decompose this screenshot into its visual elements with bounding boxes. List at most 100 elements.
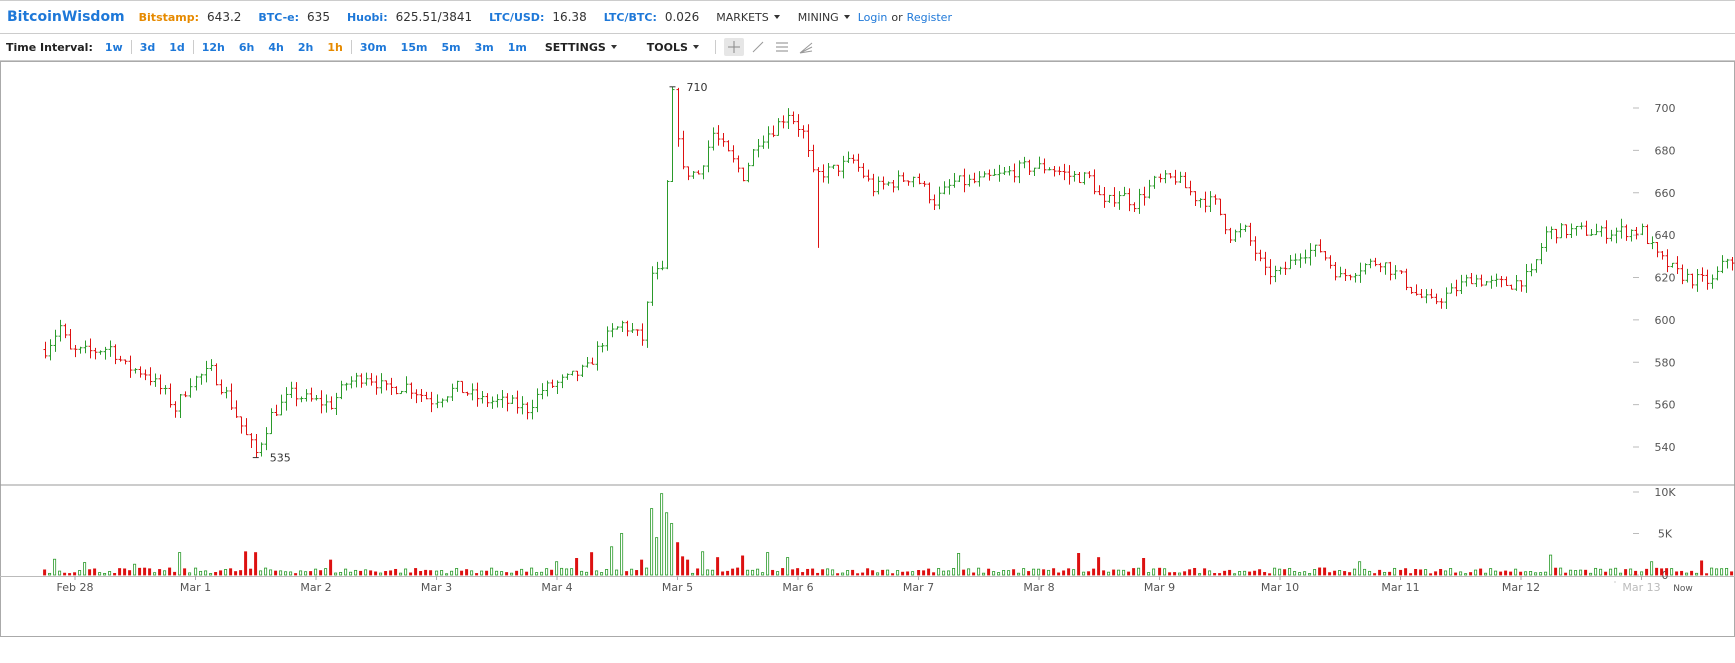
volume-bar xyxy=(163,570,167,576)
candle xyxy=(1163,170,1168,184)
candle xyxy=(650,266,655,306)
volume-bar xyxy=(771,569,775,576)
candle xyxy=(43,341,48,359)
volume-bar xyxy=(982,572,986,576)
candle xyxy=(440,398,445,408)
volume-bar xyxy=(781,568,785,576)
candle xyxy=(1554,228,1559,244)
volume-tick-label: 10K xyxy=(1654,486,1676,499)
volume-bar xyxy=(274,570,278,576)
volume-bar xyxy=(1700,560,1704,576)
interval-2h[interactable]: 2h xyxy=(297,40,314,54)
candle xyxy=(1158,173,1163,183)
candle xyxy=(113,344,118,365)
candle xyxy=(791,111,796,125)
price-chart[interactable]: 540 560 580 600 620 640 660 680 700 0 5K 10K Feb 28 M… xyxy=(0,61,1735,663)
volume-bar xyxy=(199,570,203,576)
candle xyxy=(901,172,906,182)
candle xyxy=(1283,261,1288,276)
candle xyxy=(1288,255,1293,270)
volume-bar xyxy=(364,569,368,576)
markets-menu[interactable]: MARKETS xyxy=(716,11,780,24)
volume-bar xyxy=(811,568,815,576)
volume-bar xyxy=(1328,572,1332,576)
candle xyxy=(429,391,434,413)
volume-bar xyxy=(640,559,644,576)
candle xyxy=(1183,172,1188,189)
volume-bar xyxy=(901,571,905,576)
ticker-item[interactable]: LTC/BTC: 0.026 xyxy=(604,10,700,24)
volume-bar xyxy=(1675,571,1679,576)
volume-bar xyxy=(741,555,745,576)
ticker-item[interactable]: Bitstamp: 643.2 xyxy=(139,10,242,24)
candle xyxy=(992,168,997,176)
candle xyxy=(103,346,108,360)
settings-menu-label: SETTINGS xyxy=(544,40,606,54)
volume-bar xyxy=(1233,573,1237,576)
interval-4h[interactable]: 4h xyxy=(268,40,284,54)
volume-bar xyxy=(756,568,760,576)
candle xyxy=(1037,156,1042,169)
candle xyxy=(123,359,128,365)
volume-bar xyxy=(1484,572,1488,576)
ticker-item[interactable]: Huobi: 625.51/3841 xyxy=(347,10,472,24)
volume-bar xyxy=(1685,572,1689,576)
candle xyxy=(605,326,610,351)
interval-1h[interactable]: 1h xyxy=(327,40,343,54)
interval-3m[interactable]: 3m xyxy=(474,40,494,54)
tools-menu[interactable]: TOOLS xyxy=(647,41,699,54)
ticker-item[interactable]: BTC-e: 635 xyxy=(258,10,330,24)
ticker-item[interactable]: LTC/USD: 16.38 xyxy=(489,10,587,24)
volume-bar xyxy=(414,568,418,576)
volume-bar xyxy=(1062,570,1066,576)
volume-bar xyxy=(706,569,710,576)
volume-bar xyxy=(264,567,268,576)
horizontal-lines-tool[interactable] xyxy=(772,38,792,56)
interval-1m[interactable]: 1m xyxy=(507,40,527,54)
candle xyxy=(696,170,701,175)
interval-5m[interactable]: 5m xyxy=(441,40,461,54)
candle xyxy=(731,145,736,163)
candle xyxy=(1092,169,1097,195)
candle xyxy=(1318,239,1323,253)
volume-bar xyxy=(952,567,956,576)
interval-3d[interactable]: 3d xyxy=(139,40,156,54)
login-link[interactable]: Login xyxy=(857,10,888,24)
line-draw-icon xyxy=(752,41,764,53)
line-draw-tool[interactable] xyxy=(748,38,768,56)
interval-separator xyxy=(350,40,352,54)
brand-logo[interactable]: BitcoinWisdom xyxy=(7,9,125,25)
interval-1w[interactable]: 1w xyxy=(104,40,123,54)
volume-bar xyxy=(1198,573,1202,576)
candle xyxy=(1524,264,1529,293)
volume-bar xyxy=(354,569,358,576)
register-link[interactable]: Register xyxy=(906,10,952,24)
candle xyxy=(1715,266,1720,281)
candle xyxy=(1504,276,1509,286)
candle xyxy=(942,181,947,195)
mining-menu[interactable]: MINING xyxy=(798,11,850,24)
candle xyxy=(1007,165,1012,176)
volume-bar xyxy=(1243,570,1247,576)
volume-bar xyxy=(1720,568,1724,576)
interval-1d[interactable]: 1d xyxy=(169,40,185,54)
interval-12h[interactable]: 12h xyxy=(201,40,225,54)
volume-bar xyxy=(299,570,303,576)
volume-bar xyxy=(1308,573,1312,576)
crosshair-tool[interactable] xyxy=(723,38,744,56)
candle xyxy=(369,373,374,386)
candle xyxy=(168,383,173,408)
interval-30m[interactable]: 30m xyxy=(359,40,387,54)
volume-bar xyxy=(917,570,921,576)
candle xyxy=(595,341,600,371)
volume-bar xyxy=(1614,567,1618,576)
interval-15m[interactable]: 15m xyxy=(400,40,428,54)
settings-menu[interactable]: SETTINGS xyxy=(545,41,617,54)
candle xyxy=(1278,266,1283,275)
interval-6h[interactable]: 6h xyxy=(238,40,255,54)
volume-bar xyxy=(68,573,72,576)
volume-bar xyxy=(1524,571,1528,576)
fan-lines-tool[interactable] xyxy=(796,38,816,56)
candle xyxy=(1685,268,1690,283)
time-interval-label: Time Interval: xyxy=(6,40,93,54)
